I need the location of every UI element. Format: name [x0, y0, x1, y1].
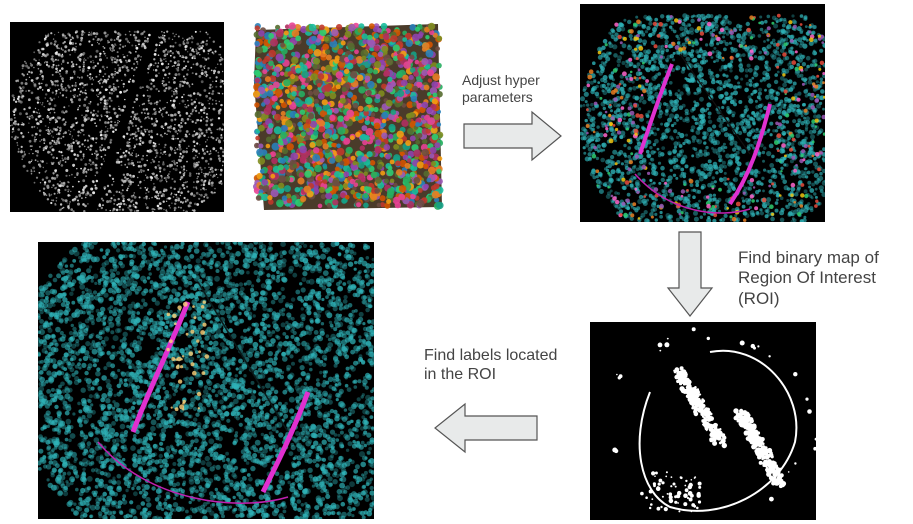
- segmentation-label-map: [252, 22, 444, 212]
- overlay-svg: [580, 13, 825, 222]
- mask-svg: [612, 327, 816, 513]
- result-svg: [38, 242, 374, 519]
- roi-labels-overlay-image: [38, 242, 374, 519]
- adjust-hyperparameters-label: Adjust hyper parameters: [462, 72, 540, 105]
- grayscale-nuclei-svg: [10, 30, 224, 212]
- segmentation-overlay-image: [580, 4, 825, 222]
- down-arrow-icon: [666, 231, 714, 317]
- find-binary-map-label: Find binary map of Region Of Interest (R…: [738, 248, 879, 308]
- grayscale-nuclei-image: [10, 22, 224, 212]
- right-arrow-icon: [463, 110, 562, 162]
- find-labels-label: Find labels located in the ROI: [424, 347, 558, 384]
- roi-binary-mask: [590, 322, 816, 520]
- label-map-svg: [253, 22, 444, 210]
- left-arrow-icon: [434, 402, 538, 454]
